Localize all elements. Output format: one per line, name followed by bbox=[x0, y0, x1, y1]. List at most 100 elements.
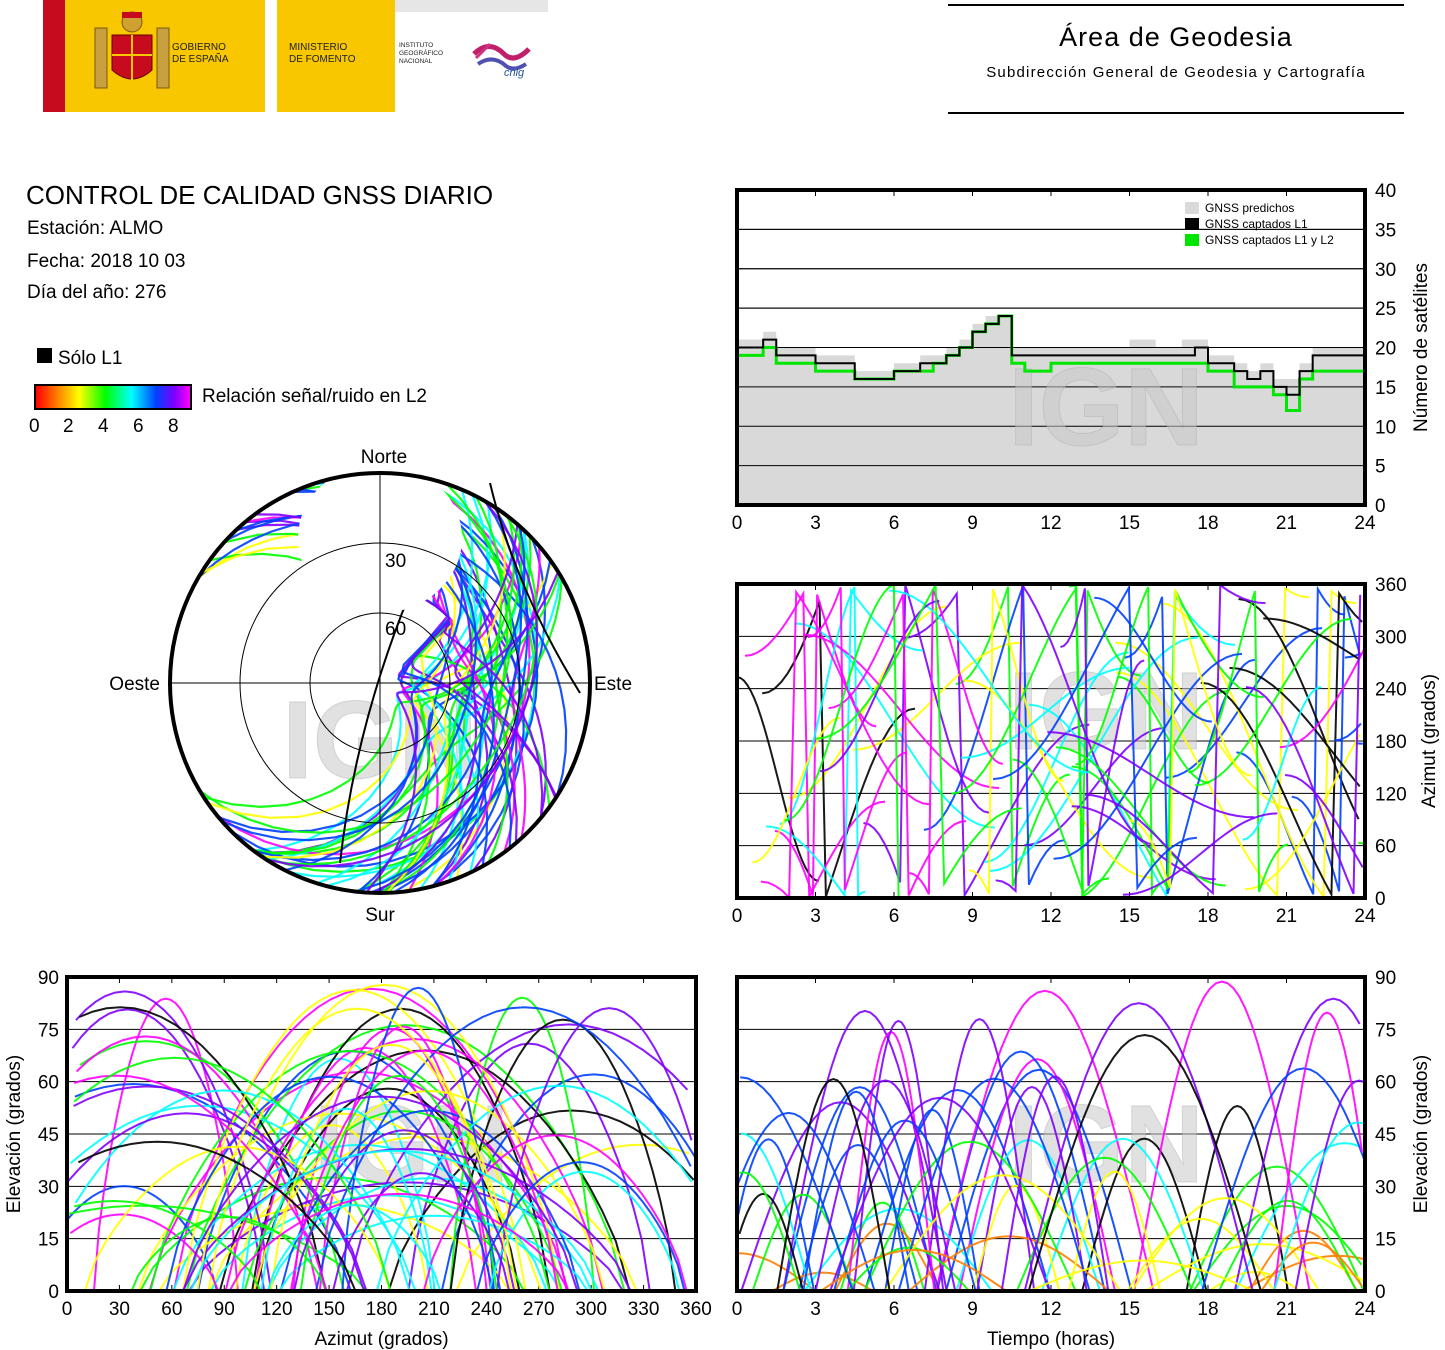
x-tick-label: 24 bbox=[1354, 513, 1376, 534]
elevation-azimuth-track bbox=[253, 1090, 606, 1292]
y-tick-label: 90 bbox=[38, 968, 59, 989]
elevation-azimuth-track bbox=[74, 1082, 352, 1292]
elevation-azimuth-track bbox=[73, 1199, 262, 1292]
elevation-time-track bbox=[834, 1222, 940, 1292]
y-axis-label: Número de satélites bbox=[1411, 263, 1432, 432]
azimuth-track bbox=[1291, 596, 1362, 892]
elevation-time-track bbox=[782, 1086, 938, 1292]
y-tick-label: 30 bbox=[1375, 260, 1396, 281]
x-tick-label: 120 bbox=[261, 1299, 293, 1320]
elevation-time-track bbox=[1273, 1011, 1363, 1292]
ign-watermark: IGN bbox=[1008, 346, 1204, 469]
elevation-time-track bbox=[737, 1252, 817, 1292]
sky-track bbox=[284, 475, 464, 872]
azimuth-track bbox=[963, 679, 1152, 879]
elevation-azimuth-track bbox=[496, 1007, 693, 1292]
x-tick-label: 180 bbox=[366, 1299, 398, 1320]
elevation-azimuth-track bbox=[476, 1161, 686, 1292]
elevation-time-track bbox=[897, 1077, 1091, 1292]
elevation-time-track bbox=[814, 1079, 957, 1292]
x-tick-label: 18 bbox=[1197, 906, 1218, 927]
elevation-azimuth-track bbox=[387, 1109, 695, 1292]
x-tick-label: 6 bbox=[889, 513, 900, 534]
azimuth-track bbox=[992, 583, 1198, 891]
azimuth-track bbox=[1122, 812, 1278, 896]
sky-track bbox=[385, 508, 506, 894]
sky-track bbox=[411, 502, 492, 882]
azimuth-track bbox=[815, 581, 1022, 888]
x-tick-label: 0 bbox=[732, 513, 743, 534]
area-subtitle: Subdirección General de Geodesia y Carto… bbox=[986, 64, 1366, 81]
elevation-time-track bbox=[1067, 1170, 1162, 1292]
snr-colorbar bbox=[34, 384, 192, 410]
y-tick-label: 15 bbox=[38, 1230, 59, 1251]
elevation-azimuth-track bbox=[130, 1215, 328, 1292]
elevation-time-track bbox=[1248, 1229, 1358, 1292]
elevation-time-track bbox=[1133, 980, 1311, 1292]
elevation-time-track bbox=[1023, 1002, 1254, 1292]
instituto-text: INSTITUTO GEOGRÁFICO NACIONAL bbox=[399, 42, 444, 65]
elevation-azimuth-track bbox=[243, 1110, 563, 1292]
elevation-time-track bbox=[1189, 1165, 1365, 1292]
x-tick-label: 3 bbox=[810, 906, 821, 927]
azimuth-track bbox=[1123, 596, 1256, 895]
elevation-time-track bbox=[1218, 1199, 1358, 1292]
x-axis-label: Azimut (grados) bbox=[314, 1329, 448, 1350]
x-tick-label: 3 bbox=[810, 513, 821, 534]
y-tick-label: 60 bbox=[1375, 837, 1396, 858]
elevation-time-track bbox=[976, 1086, 1088, 1292]
cnig-text: cnig bbox=[504, 67, 525, 79]
sky-track bbox=[265, 575, 562, 861]
elevation-azimuth-track bbox=[234, 1124, 429, 1292]
elevation-time-track bbox=[740, 1076, 854, 1292]
azimuth-track bbox=[1084, 583, 1266, 896]
y-tick-label: 0 bbox=[1375, 1282, 1386, 1303]
elevation-time-track bbox=[1192, 1204, 1363, 1292]
elevation-azimuth-track bbox=[228, 1192, 570, 1292]
x-tick-label: 330 bbox=[628, 1299, 660, 1320]
elevation-time-track bbox=[1029, 1259, 1255, 1292]
azimuth-track bbox=[1094, 596, 1212, 723]
x-tick-label: 18 bbox=[1197, 513, 1218, 534]
elevation-azimuth-track bbox=[299, 1074, 498, 1292]
logo-separator bbox=[265, 0, 277, 112]
elevation-time-track bbox=[1000, 1075, 1110, 1292]
elevation-azimuth-track bbox=[70, 1104, 417, 1292]
azimuth-track bbox=[1055, 746, 1226, 887]
elevation-azimuth-track bbox=[315, 1006, 692, 1292]
elevation-azimuth-track bbox=[488, 1170, 681, 1292]
azimuth-track bbox=[1242, 686, 1322, 841]
x-tick-label: 6 bbox=[889, 906, 900, 927]
x-tick-label: 12 bbox=[1040, 1299, 1061, 1320]
elevation-azimuth-track bbox=[165, 1075, 495, 1292]
elevation-azimuth-track bbox=[341, 986, 495, 1292]
y-tick-label: 10 bbox=[1375, 417, 1396, 438]
elevation-time-track bbox=[803, 1207, 993, 1292]
elevation-azimuth-track bbox=[375, 1084, 693, 1292]
cardinal-west: Oeste bbox=[109, 674, 160, 695]
azimuth-track bbox=[736, 676, 820, 882]
y-tick-label: 40 bbox=[1375, 181, 1396, 202]
azimuth-track bbox=[969, 588, 1064, 894]
elevation-time-track bbox=[1081, 1137, 1208, 1292]
elevation-time-track bbox=[1234, 1142, 1360, 1292]
coat-of-arms-icon bbox=[94, 11, 170, 89]
sky-track bbox=[432, 526, 526, 887]
azimuth-track bbox=[784, 582, 900, 898]
x-tick-label: 270 bbox=[523, 1299, 555, 1320]
azimuth-track bbox=[1188, 590, 1289, 893]
elevation-azimuth-track bbox=[260, 1107, 433, 1292]
elevation-time-track bbox=[1294, 1079, 1364, 1292]
azimuth-track bbox=[1229, 666, 1361, 788]
elevation-azimuth-track bbox=[137, 1112, 543, 1292]
doy-label: Día del año: 276 bbox=[27, 282, 167, 303]
snr-tick: 6 bbox=[133, 416, 144, 437]
x-tick-label: 18 bbox=[1197, 1299, 1218, 1320]
azimuth-track bbox=[923, 585, 1065, 886]
snr-legend-label: Relación señal/ruido en L2 bbox=[202, 386, 427, 407]
azimuth-track bbox=[744, 589, 886, 898]
elevation-time-track bbox=[737, 1138, 816, 1292]
elevation-azimuth-track bbox=[345, 1023, 689, 1292]
gobierno-logo-block bbox=[65, 0, 265, 112]
azimuth-track bbox=[762, 600, 916, 898]
